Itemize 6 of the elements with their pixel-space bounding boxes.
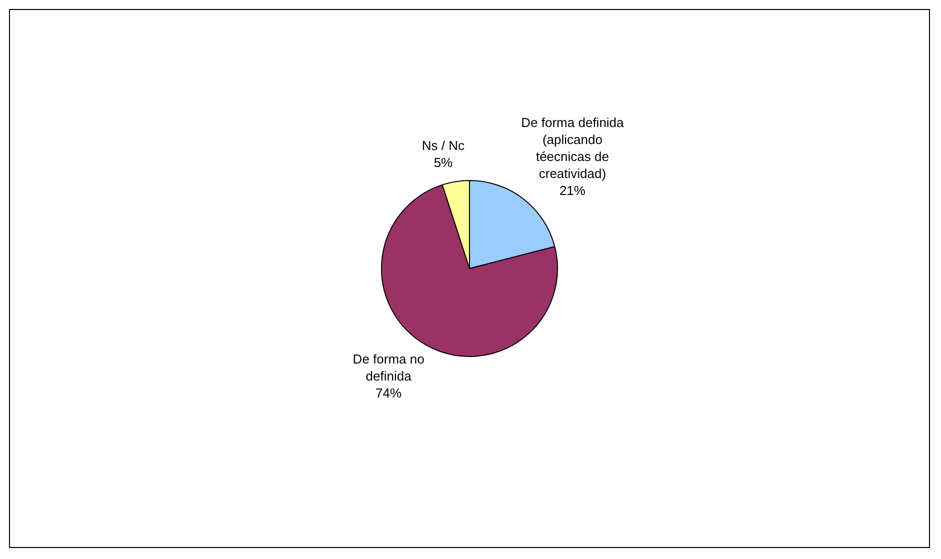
- slice-label: Ns / Nc: [422, 138, 466, 153]
- slice-label: De forma no definida: [352, 351, 424, 384]
- data-label: 74%: [376, 385, 402, 400]
- slice-label: De forma definida (aplicando téecnicas de creatividad): [521, 115, 625, 182]
- data-label: 5%: [434, 154, 454, 170]
- data-label: 21%: [559, 183, 586, 198]
